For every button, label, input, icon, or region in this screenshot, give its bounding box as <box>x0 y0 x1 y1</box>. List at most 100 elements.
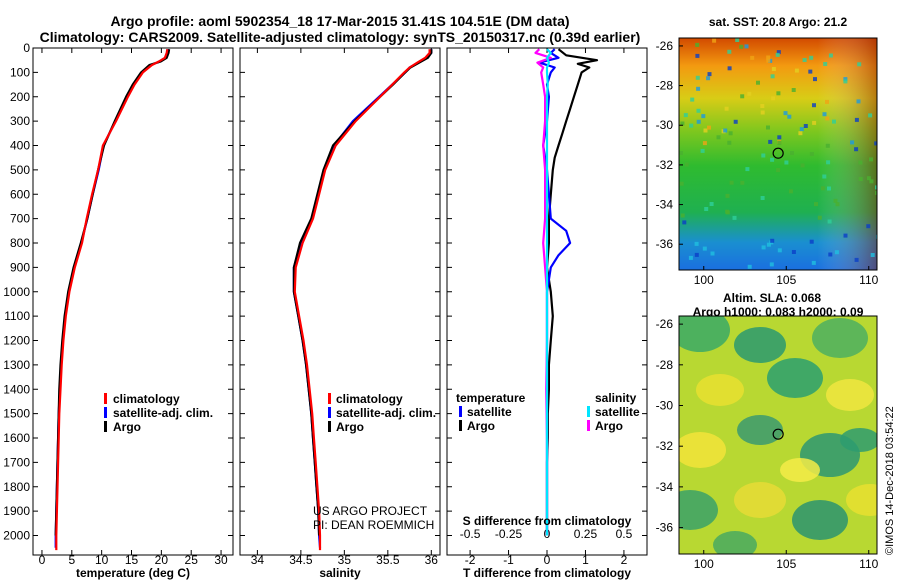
depth-tick-label: 1300 <box>3 358 30 372</box>
x-tick-label: 10 <box>95 553 109 567</box>
map-y-tick-label: -28 <box>656 358 674 372</box>
argo-location-marker <box>772 428 784 440</box>
depth-tick-label: 1000 <box>3 285 30 299</box>
depth-tick-label: 1200 <box>3 334 30 348</box>
series-line <box>545 48 552 536</box>
legend-label-argo: Argo <box>113 420 141 434</box>
depth-axis: 0 100 200 300 400 500 600 700 800 900 1000 1100 1200… <box>3 41 30 543</box>
title-line-1: Argo profile: aoml 5902354_18 17-Mar-201… <box>110 13 569 29</box>
x-tick-label: 30 <box>214 553 228 567</box>
depth-tick-label: 2000 <box>3 529 30 543</box>
x-tick-label: 34 <box>251 553 265 567</box>
map-y-tick-label: -30 <box>656 118 674 132</box>
map-y-tick-label: -32 <box>656 158 674 172</box>
series-line <box>545 48 599 536</box>
x-tick-label: 35 <box>338 553 352 567</box>
credit-project: US ARGO PROJECT <box>313 504 428 518</box>
series-line <box>54 49 170 548</box>
s-difference-xlabel: S difference from climatology <box>463 514 632 528</box>
map-x-tick-label: 105 <box>776 557 796 571</box>
sla-map-axes: 100 105 110 -26 -28 -30 -32 -34 -36 <box>656 317 879 571</box>
map-y-tick-label: -28 <box>656 79 674 93</box>
credit-pi: PI: DEAN ROEMMICH <box>313 518 434 532</box>
legend-title-temperature: temperature <box>456 391 526 405</box>
temperature-xlabel: temperature (deg C) <box>76 566 190 580</box>
x-tick-label: 0 <box>39 553 46 567</box>
x-tick-label: 5 <box>68 553 75 567</box>
legend-swatch-argo <box>104 421 107 432</box>
sst-map-title: sat. SST: 20.8 Argo: 21.2 <box>709 15 848 29</box>
legend-label-satellite: satellite-adj. clim. <box>336 406 436 420</box>
depth-tick-label: 600 <box>10 187 30 201</box>
x-tick-label: 25 <box>185 553 199 567</box>
map-y-tick-label: -36 <box>656 237 674 251</box>
legend-label-s-satellite: satellite <box>595 405 640 419</box>
depth-tick-label: 1800 <box>3 480 30 494</box>
sst-map-image <box>679 38 877 270</box>
watermark: ©IMOS 14-Dec-2018 03:54:22 <box>884 406 896 555</box>
x-tick-label: -1 <box>503 553 514 567</box>
depth-tick-label: 1100 <box>4 309 30 323</box>
legend-label-t-satellite: satellite <box>467 405 512 419</box>
legend-swatch-t-satellite <box>459 406 462 417</box>
legend-label-s-argo: Argo <box>595 419 623 433</box>
map-y-tick-label: -26 <box>656 317 674 331</box>
map-x-tick-label: 105 <box>776 273 796 287</box>
difference-xlabel: T difference from climatology <box>463 566 631 580</box>
depth-tick-label: 900 <box>10 260 30 274</box>
s-tick-label: -0.25 <box>495 527 523 541</box>
depth-tick-label: 1600 <box>3 431 30 445</box>
x-tick-label: 35.5 <box>376 553 400 567</box>
legend-label-t-argo: Argo <box>467 419 495 433</box>
difference-legend-temperature: temperature satellite Argo <box>456 391 526 433</box>
s-tick-label: -0.5 <box>460 527 481 541</box>
temperature-plot: 0 5 10 15 20 25 30 <box>33 47 233 567</box>
sla-map-frame <box>678 315 878 555</box>
depth-tick-label: 800 <box>10 236 30 250</box>
legend-label-satellite: satellite-adj. clim. <box>113 406 213 420</box>
depth-tick-label: 0 <box>23 41 30 55</box>
depth-tick-label: 400 <box>10 139 30 153</box>
salinity-xlabel: salinity <box>319 566 361 580</box>
x-tick-label: 34.5 <box>289 553 313 567</box>
depth-tick-label: 1900 <box>3 504 30 518</box>
depth-tick-label: 1400 <box>3 382 30 396</box>
series-line <box>55 49 169 551</box>
temperature-plot-frame <box>32 47 234 556</box>
sst-map-frame <box>678 37 878 271</box>
depth-tick-label: 1700 <box>3 455 30 469</box>
legend-title-salinity: salinity <box>595 391 637 405</box>
legend-swatch-s-argo <box>587 420 590 431</box>
argo-location-marker <box>772 147 784 159</box>
legend-swatch-t-argo <box>459 420 462 431</box>
depth-tick-label: 300 <box>10 114 30 128</box>
series-line <box>293 49 431 551</box>
legend-swatch-satellite <box>328 407 331 418</box>
map-y-tick-label: -34 <box>656 198 674 212</box>
x-tick-label: -2 <box>465 553 476 567</box>
map-y-tick-label: -32 <box>656 439 674 453</box>
map-y-tick-label: -26 <box>656 39 674 53</box>
x-tick-label: 20 <box>155 553 169 567</box>
temperature-legend: climatology satellite-adj. clim. Argo <box>104 392 213 434</box>
legend-label-climatology: climatology <box>113 392 180 406</box>
sst-map-axes: 100 105 110 -26 -28 -30 -32 -34 -36 <box>656 39 879 287</box>
sla-map-title-line-1: Altim. SLA: 0.068 <box>723 291 821 305</box>
map-x-tick-label: 100 <box>694 273 714 287</box>
legend-label-argo: Argo <box>336 420 364 434</box>
difference-plot: -2 -1 0 1 2-0.5 -0.25 0 0.25 0.5 <box>447 47 647 567</box>
map-x-tick-label: 110 <box>859 273 878 287</box>
sla-map-image <box>679 316 877 554</box>
salinity-plot-frame <box>239 47 441 556</box>
s-tick-label: 0.25 <box>574 527 598 541</box>
legend-swatch-s-satellite <box>587 406 590 417</box>
salinity-plot: 34 34.5 35 35.5 36 <box>240 47 440 567</box>
x-tick-label: 15 <box>125 553 139 567</box>
x-tick-label: 36 <box>425 553 439 567</box>
depth-tick-label: 500 <box>10 163 30 177</box>
map-y-tick-label: -36 <box>656 521 674 535</box>
s-tick-label: 0.5 <box>616 527 633 541</box>
legend-swatch-climatology <box>328 393 331 404</box>
x-tick-label: 1 <box>582 553 589 567</box>
